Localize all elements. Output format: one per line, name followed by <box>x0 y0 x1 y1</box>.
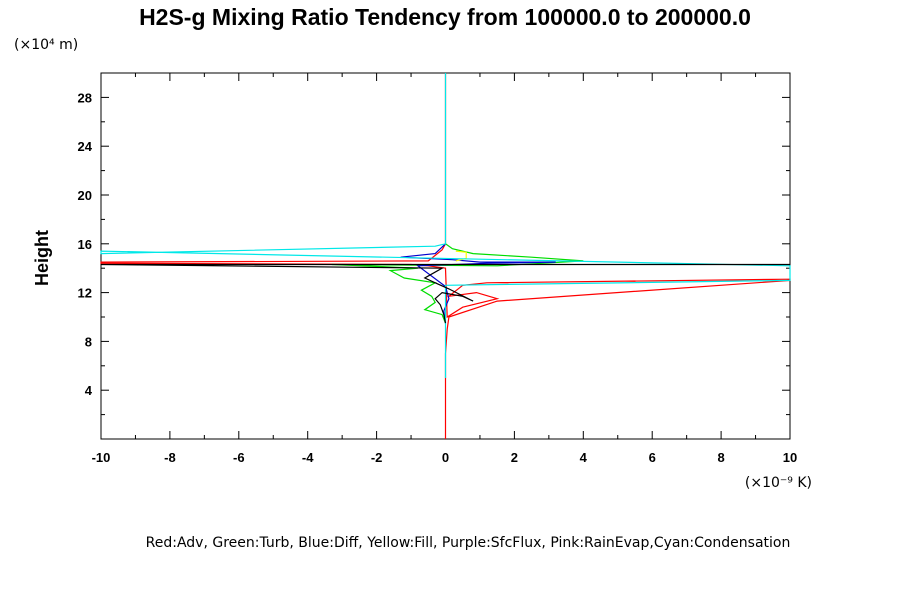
x-tick-label: -6 <box>233 450 245 465</box>
x-tick-label: -2 <box>371 450 383 465</box>
x-tick-label: 4 <box>580 450 588 465</box>
legend-caption: Red:Adv, Green:Turb, Blue:Diff, Yellow:F… <box>146 535 791 551</box>
y-unit-label: (×10⁴ m) <box>14 37 78 53</box>
x-unit-label: (×10⁻⁹ K) <box>745 475 812 491</box>
series-line-fill <box>455 250 467 262</box>
chart-title: H2S-g Mixing Ratio Tendency from 100000.… <box>139 4 751 30</box>
x-tick-label: 2 <box>511 450 518 465</box>
x-tick-label: 0 <box>442 450 449 465</box>
y-tick-label: 28 <box>78 90 92 105</box>
x-tick-label: 10 <box>783 450 797 465</box>
y-axis-label: Height <box>32 230 52 286</box>
y-tick-label: 16 <box>78 237 92 252</box>
y-tick-label: 20 <box>78 188 92 203</box>
y-tick-label: 8 <box>85 334 92 349</box>
x-tick-label: -8 <box>164 450 176 465</box>
x-tick-label: -10 <box>92 450 111 465</box>
series-line-diff <box>400 243 556 324</box>
series-line-condensation <box>100 73 791 378</box>
series-line-turb <box>331 243 584 324</box>
y-tick-label: 4 <box>85 383 93 398</box>
x-tick-label: 8 <box>717 450 724 465</box>
series-line-total <box>100 263 790 324</box>
series-group <box>100 73 791 439</box>
y-tick-label: 12 <box>78 286 92 301</box>
y-tick-label: 24 <box>78 139 93 154</box>
x-tick-label: -4 <box>302 450 314 465</box>
x-tick-label: 6 <box>649 450 656 465</box>
